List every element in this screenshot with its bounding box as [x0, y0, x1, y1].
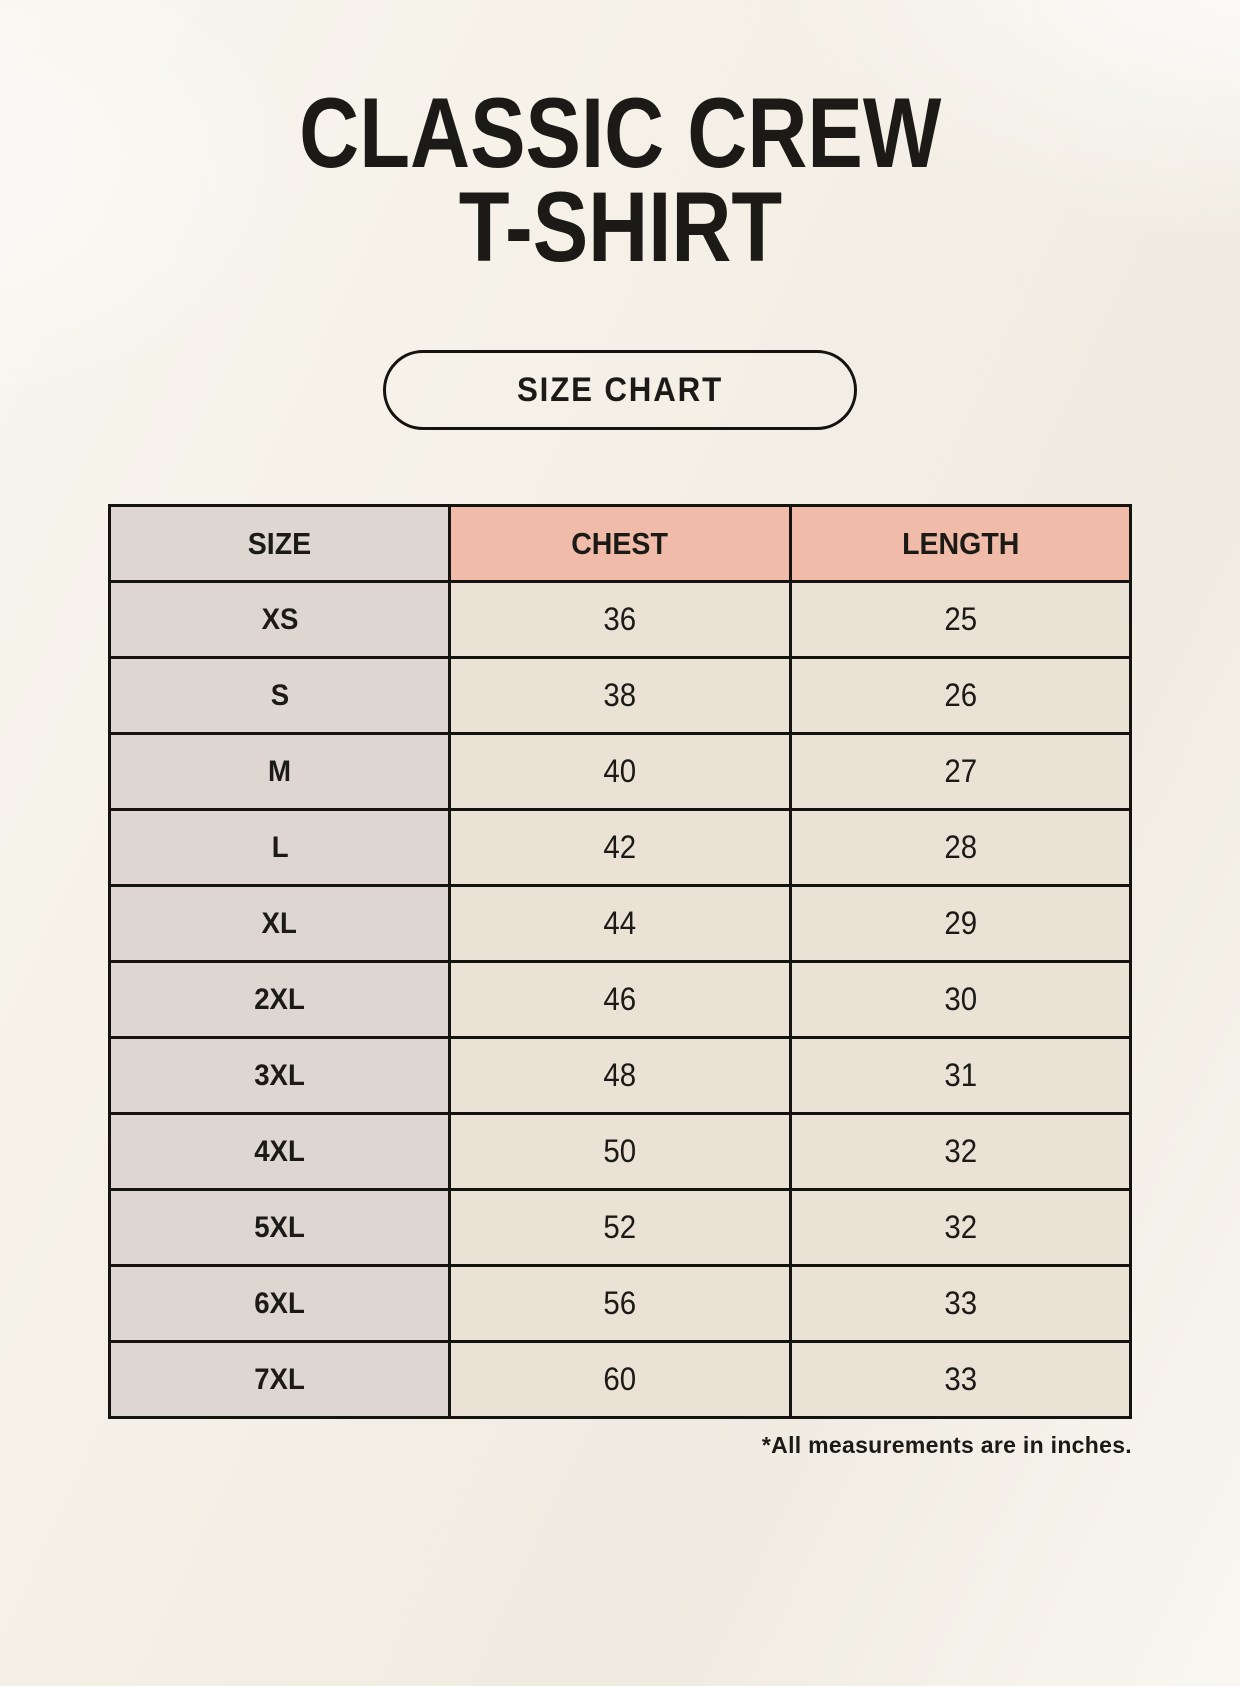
size-chart-table-header: SIZE CHEST LENGTH — [107, 504, 1133, 584]
cell-text: 31 — [943, 1057, 977, 1094]
table-row: 5XL 52 32 — [107, 1188, 1133, 1268]
value-cell: 32 — [788, 1112, 1133, 1192]
value-cell: 26 — [788, 656, 1133, 736]
cell-text: 7XL — [254, 1362, 305, 1396]
size-chart-table-body: XS 36 25 S 38 26 M 40 27 L 42 28 XL 44 29 2XL 46 30 3XL 48 3… — [107, 580, 1133, 1420]
table-row: 4XL 50 32 — [107, 1112, 1133, 1192]
table-row: 3XL 48 31 — [107, 1036, 1133, 1116]
cell-text: 32 — [943, 1133, 977, 1170]
value-cell: 42 — [448, 808, 792, 888]
value-cell: 56 — [448, 1264, 792, 1344]
column-header-chest: CHEST — [448, 504, 792, 584]
value-cell: 33 — [788, 1340, 1133, 1420]
size-cell: 5XL — [107, 1188, 452, 1268]
value-cell: 50 — [448, 1112, 792, 1192]
cell-text: 25 — [943, 601, 977, 638]
value-cell: 32 — [788, 1188, 1133, 1268]
cell-text: XL — [262, 906, 298, 940]
cell-text: 40 — [603, 753, 637, 790]
table-row: L 42 28 — [107, 808, 1133, 888]
column-header-length: LENGTH — [788, 504, 1133, 584]
value-cell: 36 — [448, 580, 792, 660]
page-title: CLASSIC CREW T-SHIRT — [0, 77, 1240, 283]
cell-text: 33 — [943, 1361, 977, 1398]
value-cell: 25 — [788, 580, 1133, 660]
value-cell: 38 — [448, 656, 792, 736]
measurements-footnote: *All measurements are in inches. — [761, 1432, 1132, 1459]
column-header-length-label: LENGTH — [901, 525, 1019, 561]
cell-text: 6XL — [254, 1286, 305, 1320]
page-title-line2: T-SHIRT — [458, 171, 782, 283]
page-title-line1: CLASSIC CREW — [298, 77, 942, 188]
cell-text: 5XL — [254, 1210, 305, 1244]
cell-text: 56 — [603, 1285, 637, 1322]
value-cell: 40 — [448, 732, 792, 812]
value-cell: 33 — [788, 1264, 1133, 1344]
size-cell: 4XL — [107, 1112, 452, 1192]
cell-text: 50 — [603, 1133, 637, 1170]
cell-text: 48 — [603, 1057, 637, 1094]
table-row: 6XL 56 33 — [107, 1264, 1133, 1344]
cell-text: 32 — [943, 1209, 977, 1246]
cell-text: M — [268, 754, 292, 788]
value-cell: 46 — [448, 960, 792, 1040]
cell-text: 3XL — [254, 1058, 305, 1092]
size-cell: M — [107, 732, 452, 812]
cell-text: XS — [261, 602, 299, 636]
size-cell: 2XL — [107, 960, 452, 1040]
cell-text: 52 — [603, 1209, 637, 1246]
value-cell: 60 — [448, 1340, 792, 1420]
table-row: 2XL 46 30 — [107, 960, 1133, 1040]
cell-text: 29 — [943, 905, 977, 942]
column-header-chest-label: CHEST — [571, 525, 669, 561]
value-cell: 30 — [788, 960, 1133, 1040]
table-row: 7XL 60 33 — [107, 1340, 1133, 1420]
size-cell: L — [107, 808, 452, 888]
size-cell: 7XL — [107, 1340, 452, 1420]
size-cell: S — [107, 656, 452, 736]
cell-text: 27 — [943, 753, 977, 790]
cell-text: 36 — [603, 601, 637, 638]
table-row: S 38 26 — [107, 656, 1133, 736]
table-row: XS 36 25 — [107, 580, 1133, 660]
size-chart-table: SIZE CHEST LENGTH XS 36 25 S 38 26 M 40 27 L 42 28 X… — [107, 504, 1133, 1420]
cell-text: 60 — [603, 1361, 637, 1398]
value-cell: 28 — [788, 808, 1133, 888]
size-cell: 6XL — [107, 1264, 452, 1344]
cell-text: 44 — [603, 905, 637, 942]
table-row: XL 44 29 — [107, 884, 1133, 964]
cell-text: 46 — [603, 981, 637, 1018]
size-cell: 3XL — [107, 1036, 452, 1116]
value-cell: 52 — [448, 1188, 792, 1268]
cell-text: 4XL — [254, 1134, 305, 1168]
size-chart-badge-label: SIZE CHART — [516, 371, 724, 410]
column-header-size-label: SIZE — [247, 525, 312, 561]
cell-text: 28 — [943, 829, 977, 866]
cell-text: S — [270, 678, 289, 712]
size-cell: XS — [107, 580, 452, 660]
table-row: M 40 27 — [107, 732, 1133, 812]
size-cell: XL — [107, 884, 452, 964]
column-header-size: SIZE — [107, 504, 452, 584]
cell-text: 2XL — [254, 982, 305, 1016]
size-chart-badge: SIZE CHART — [383, 350, 857, 431]
cell-text: L — [271, 830, 289, 864]
cell-text: 38 — [603, 677, 637, 714]
value-cell: 48 — [448, 1036, 792, 1116]
cell-text: 26 — [943, 677, 977, 714]
cell-text: 30 — [943, 981, 977, 1018]
cell-text: 42 — [603, 829, 637, 866]
value-cell: 31 — [788, 1036, 1133, 1116]
cell-text: 33 — [943, 1285, 977, 1322]
header-row: SIZE CHEST LENGTH — [107, 504, 1133, 584]
value-cell: 27 — [788, 732, 1133, 812]
value-cell: 44 — [448, 884, 792, 964]
value-cell: 29 — [788, 884, 1133, 964]
